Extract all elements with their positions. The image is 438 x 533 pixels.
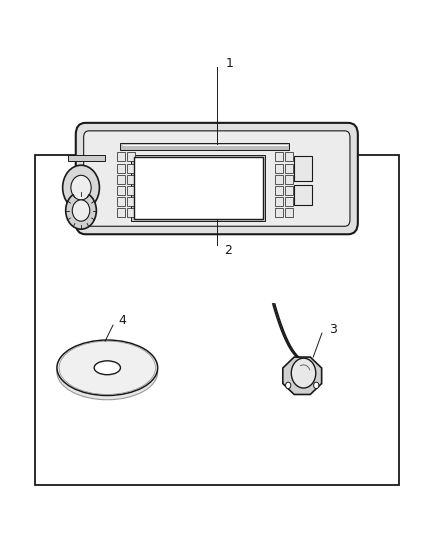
Bar [117,197,125,206]
Ellipse shape [94,361,120,375]
Bar [285,175,293,184]
Text: 2: 2 [224,244,232,257]
Bar [127,164,135,173]
Bar [294,156,312,181]
Text: 1: 1 [226,58,234,70]
Bar [120,143,289,150]
Bar [275,164,283,173]
Bar [285,152,293,161]
Bar [127,208,135,217]
Bar [285,197,293,206]
Bar [127,152,135,161]
Polygon shape [283,357,321,394]
FancyBboxPatch shape [84,131,350,226]
Bar [117,208,125,217]
Bar [275,152,283,161]
Ellipse shape [57,340,158,395]
Circle shape [66,192,96,229]
Bar [127,186,135,195]
Circle shape [314,382,319,389]
Bar [285,208,293,217]
Circle shape [72,200,90,221]
Circle shape [286,382,291,389]
Text: 3: 3 [329,323,337,336]
Bar [127,175,135,184]
Bar [131,155,265,221]
Bar [275,197,283,206]
Bar [275,208,283,217]
Bar [134,157,263,219]
Bar [285,164,293,173]
Bar [35,155,399,485]
Bar [117,186,125,195]
Text: 4: 4 [119,314,127,327]
FancyBboxPatch shape [76,123,358,235]
Bar [275,186,283,195]
Bar [117,164,125,173]
Bar [294,185,312,205]
Circle shape [63,165,99,210]
Ellipse shape [57,344,158,400]
Bar [275,175,283,184]
Bar [68,155,105,161]
Circle shape [71,175,91,200]
Circle shape [291,358,316,388]
Bar [117,152,125,161]
Bar [285,186,293,195]
Bar [117,175,125,184]
Bar [127,197,135,206]
